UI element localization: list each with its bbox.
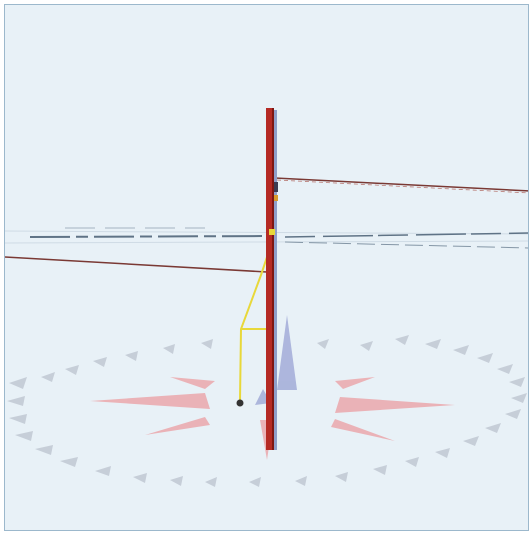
3d-viewport[interactable]: [4, 4, 529, 531]
compass-red-points: [90, 377, 455, 460]
pole-clamp: [269, 229, 275, 235]
compass-rose-icon: [7, 315, 527, 487]
utility-pole-icon[interactable]: [266, 108, 278, 450]
ground-rod-icon: [236, 399, 244, 407]
pole-insulator: [274, 182, 278, 192]
pole-shadow: [272, 108, 274, 450]
scene-canvas[interactable]: [5, 5, 529, 531]
compass-ticks: [7, 335, 527, 487]
pole-shaft[interactable]: [266, 108, 274, 450]
overhead-wires: [5, 177, 528, 273]
pole-bracket: [274, 195, 278, 201]
